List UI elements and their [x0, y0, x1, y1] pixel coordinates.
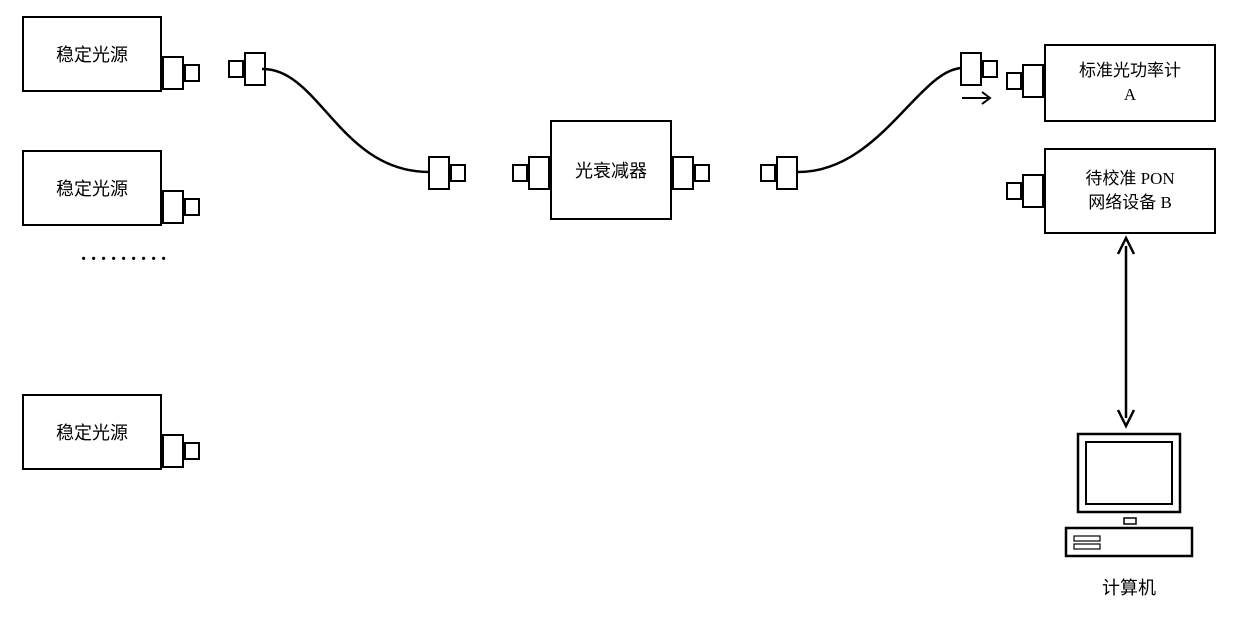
- meter-a-line2: A: [1124, 83, 1136, 107]
- double-arrow-icon: [1110, 234, 1142, 430]
- computer-icon: [1060, 428, 1200, 578]
- device-b-line1: 待校准 PON: [1085, 167, 1174, 191]
- fiber-right-out-small: [982, 60, 998, 78]
- meter-a-port-big: [1022, 64, 1044, 98]
- meter-a: 标准光功率计 A: [1044, 44, 1216, 122]
- fiber-right-out-big: [960, 52, 982, 86]
- computer-label: 计算机: [1084, 574, 1174, 600]
- meter-a-port-small: [1006, 72, 1022, 90]
- device-b-port-small: [1006, 182, 1022, 200]
- device-b: 待校准 PON 网络设备 B: [1044, 148, 1216, 234]
- arrow-right-icon: [962, 90, 1002, 106]
- meter-a-line1: 标准光功率计: [1079, 59, 1181, 83]
- device-b-port-big: [1022, 174, 1044, 208]
- device-b-line2: 网络设备 B: [1088, 191, 1172, 215]
